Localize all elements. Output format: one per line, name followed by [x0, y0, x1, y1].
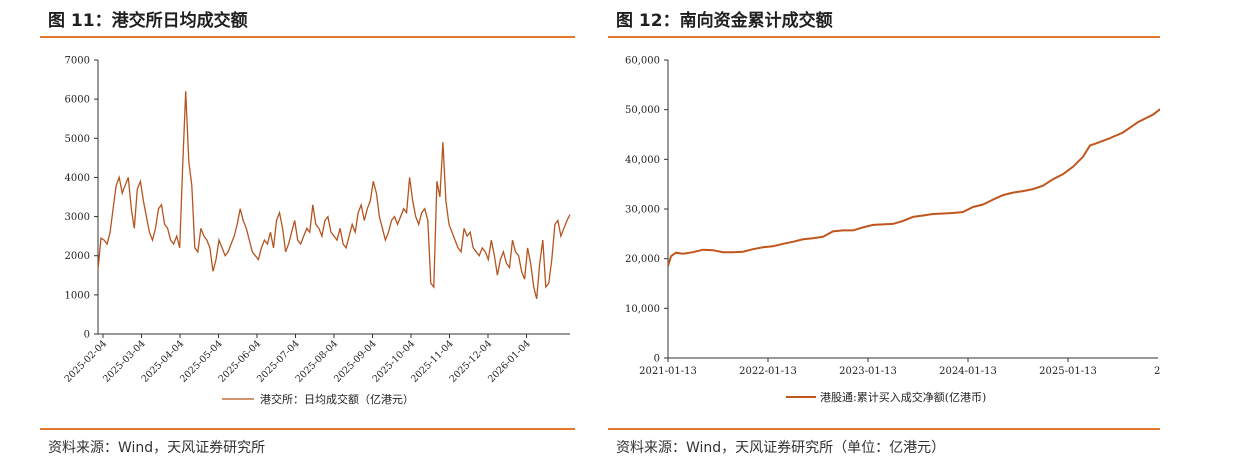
left-y-axis: 0 1000 2000 3000 4000 5000 6000 7000	[65, 56, 99, 341]
left-legend: 港交所：日均成交额（亿港元）	[222, 392, 414, 406]
right-title-rule	[608, 36, 1160, 38]
left-title-rule	[40, 36, 575, 38]
right-x-tick-label: 2021-01-13	[639, 366, 697, 377]
left-y-tick-label: 1000	[65, 290, 90, 301]
left-y-tick-label: 2000	[65, 251, 90, 262]
left-x-axis: 2025-02-042025-03-042025-04-042025-05-04…	[63, 333, 570, 385]
right-bottom-rule	[608, 428, 1160, 430]
right-x-tick-label: 2026-01-13	[1154, 366, 1160, 377]
right-x-tick-label: 2025-01-13	[1039, 366, 1097, 377]
right-y-tick-label: 20,000	[625, 254, 660, 265]
right-y-tick-label: 40,000	[625, 155, 660, 166]
right-y-axis: 0 10,000 20,000 30,000 40,000 50,000 60,000	[625, 56, 669, 365]
left-chart: 0 1000 2000 3000 4000 5000 6000 7000 2025-02-04…	[63, 56, 571, 406]
right-panel: 图 12：南向资金累计成交额 0 10,000 20,000 30,000 40,000…	[608, 0, 1160, 458]
left-bottom-rule	[40, 428, 575, 430]
right-x-tick-label: 2023-01-13	[839, 366, 897, 377]
right-y-tick-label: 30,000	[625, 205, 660, 216]
left-y-tick-label: 7000	[65, 56, 90, 67]
right-chart-title: 图 12：南向资金累计成交额	[616, 11, 833, 31]
right-x-tick-label: 2022-01-13	[739, 366, 797, 377]
right-chart: 0 10,000 20,000 30,000 40,000 50,000 60,000 20…	[625, 56, 1160, 404]
left-y-tick-label: 3000	[65, 212, 90, 223]
left-y-tick-label: 5000	[65, 134, 90, 145]
right-y-tick-label: 60,000	[625, 56, 660, 67]
right-legend-label: 港股通:累计买入成交净额(亿港币)	[820, 390, 986, 404]
left-legend-label: 港交所：日均成交额（亿港元）	[260, 392, 414, 406]
right-x-tick-label: 2024-01-13	[939, 366, 997, 377]
right-y-tick-label: 0	[654, 354, 660, 365]
left-series-line	[97, 91, 571, 299]
right-y-tick-label: 10,000	[625, 304, 660, 315]
left-y-tick-label: 4000	[65, 173, 90, 184]
left-source: 资料来源：Wind，天风证券研究所	[48, 440, 266, 456]
right-legend: 港股通:累计买入成交净额(亿港币)	[786, 390, 986, 404]
left-y-tick-label: 0	[84, 330, 90, 341]
left-chart-title: 图 11：港交所日均成交额	[48, 11, 248, 31]
right-source: 资料来源：Wind，天风证券研究所（单位：亿港元）	[616, 440, 946, 456]
left-y-tick-label: 6000	[65, 95, 90, 106]
left-panel: 图 11：港交所日均成交额 0 1000 2000 3000 4000 5000 6000 7…	[40, 0, 575, 458]
right-y-tick-label: 50,000	[625, 105, 660, 116]
right-series-line	[667, 108, 1160, 267]
right-x-axis: 2021-01-13 2022-01-13 2023-01-13 2024-01-13…	[639, 357, 1160, 377]
